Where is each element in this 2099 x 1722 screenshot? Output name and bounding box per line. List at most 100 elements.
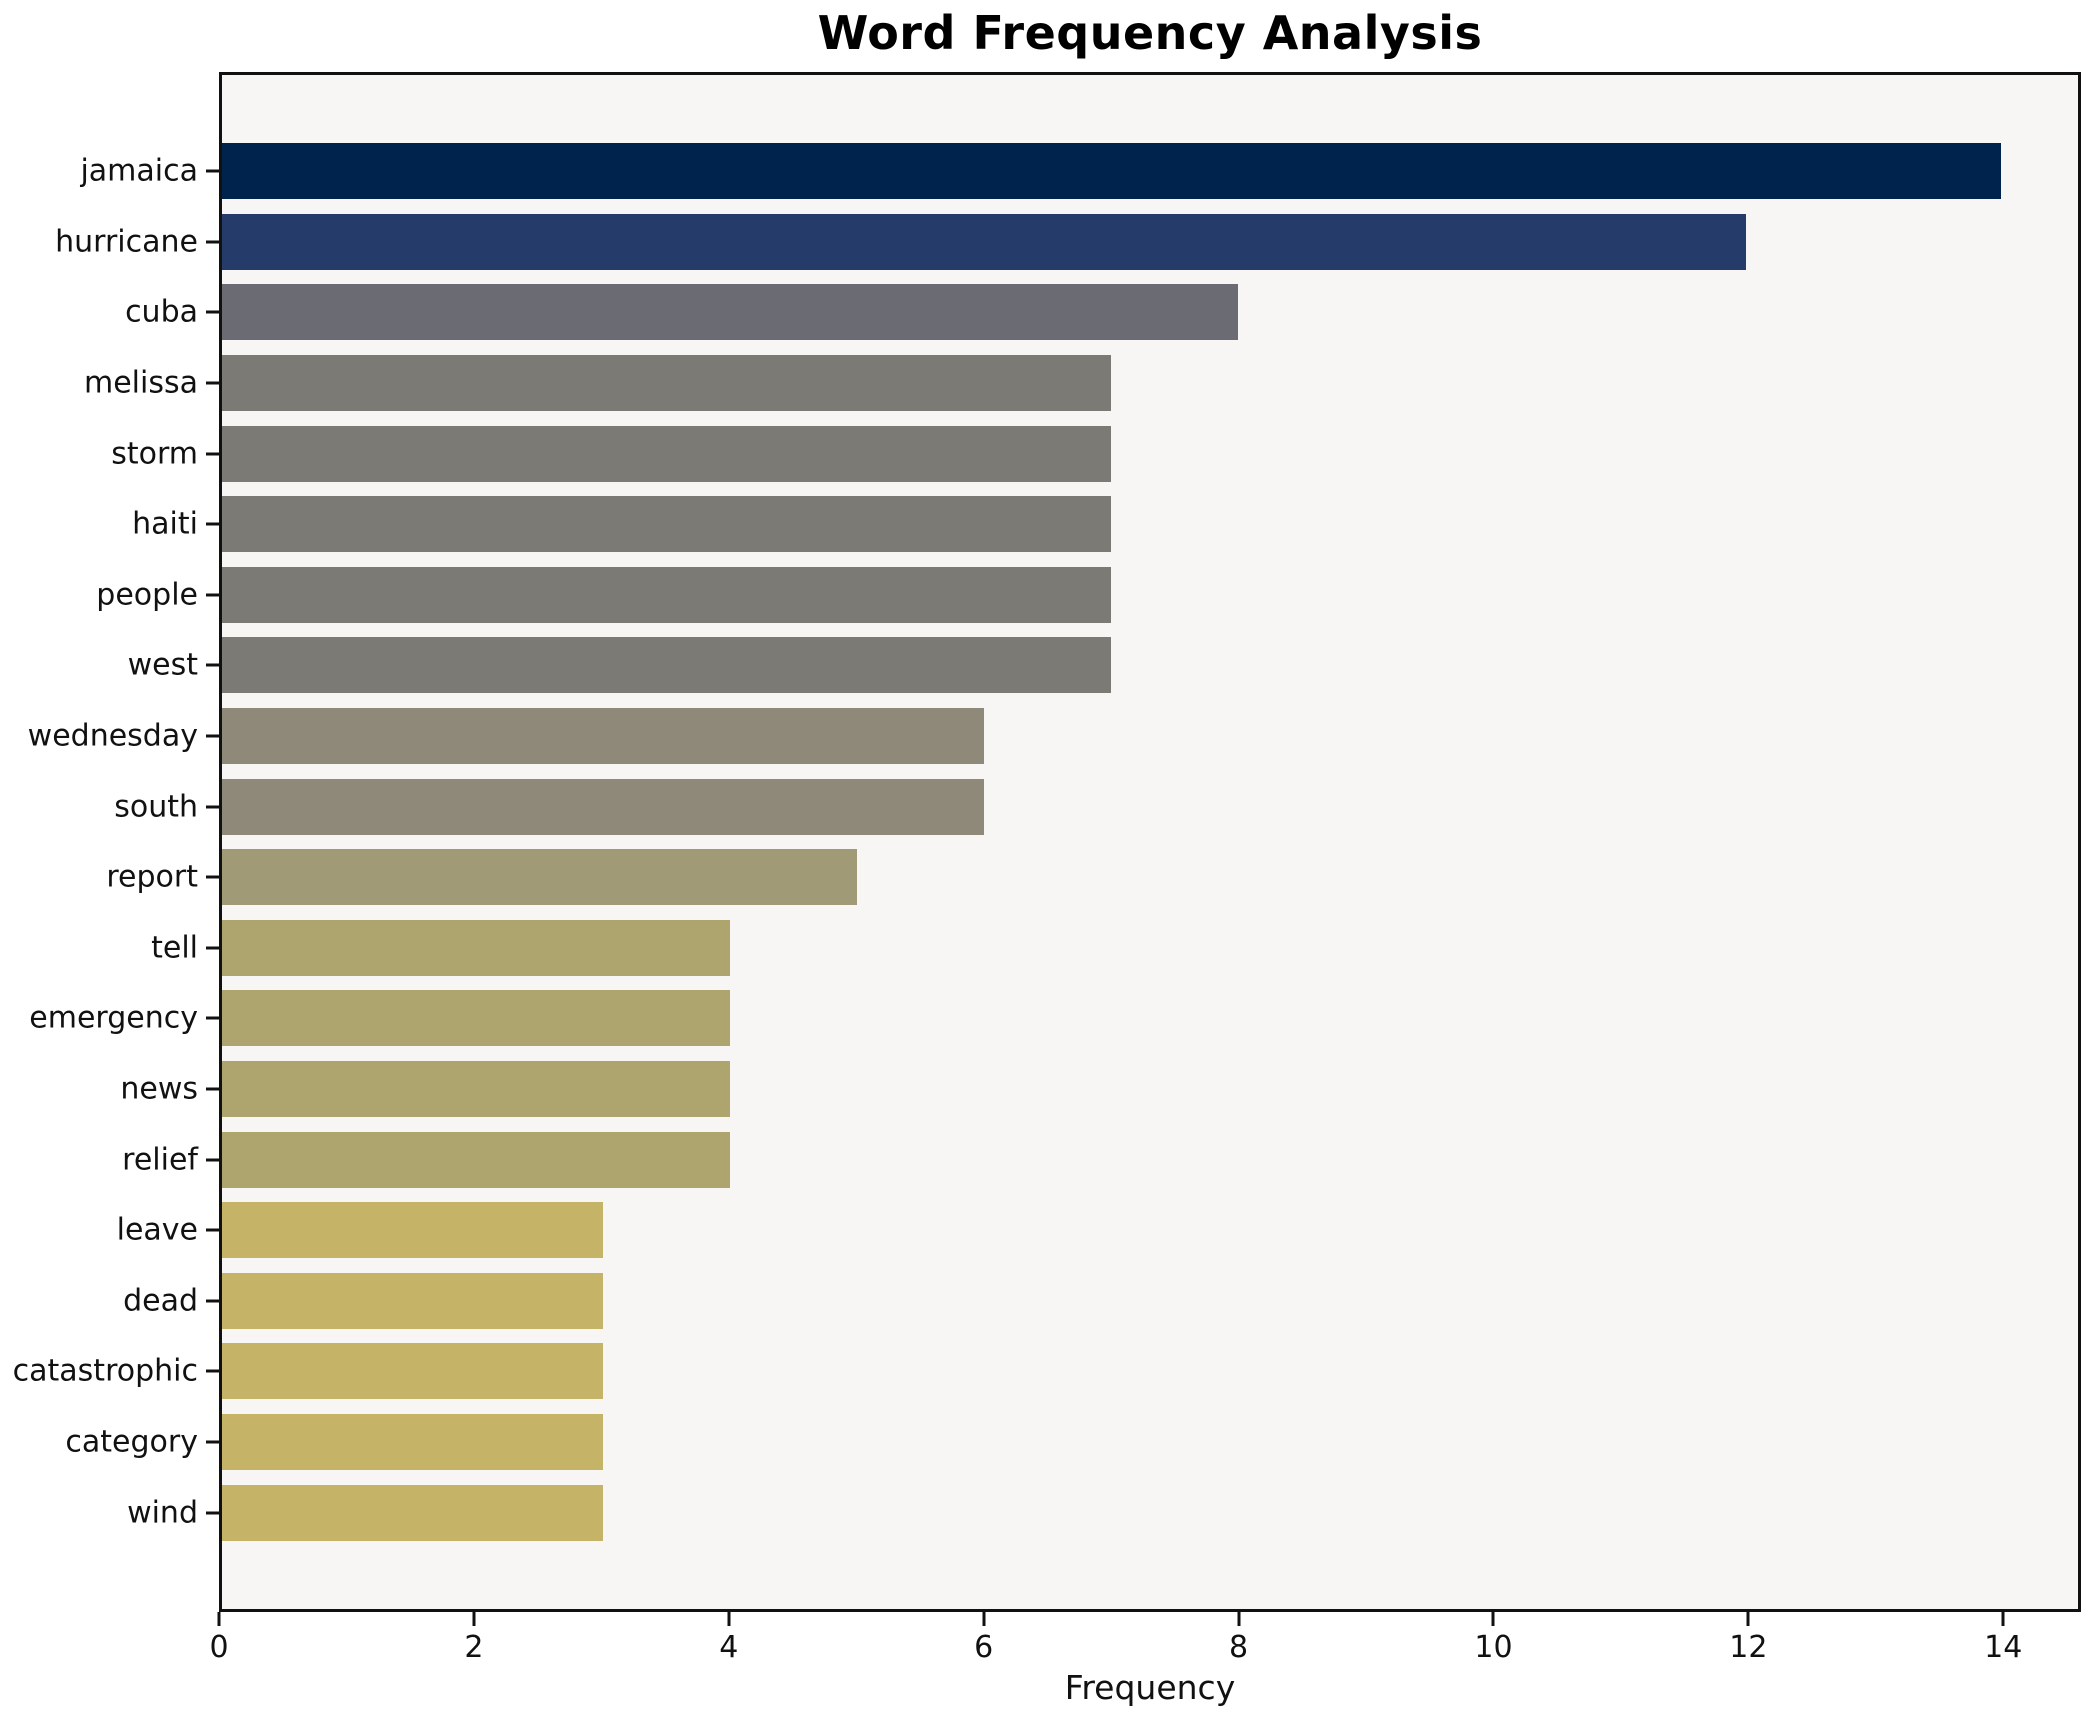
y-axis-label-west: west (127, 647, 198, 683)
x-tick-label-14: 14 (1984, 1630, 2023, 1665)
y-axis-label-wednesday: wednesday (27, 718, 198, 754)
x-tick-mark-8 (1237, 1612, 1241, 1626)
x-tick-mark-0 (217, 1612, 221, 1626)
bar-catastrophic (222, 1343, 604, 1400)
x-tick-label-4: 4 (719, 1630, 739, 1665)
bar-melissa (222, 355, 1112, 412)
bar-row-report: report (106, 842, 2078, 913)
bar-row-tell: tell (151, 913, 2078, 984)
bar-row-melissa: melissa (84, 348, 2078, 419)
y-axis-label-haiti: haiti (132, 506, 198, 542)
y-tick-news (206, 1087, 219, 1091)
x-tick-mark-2 (472, 1612, 476, 1626)
bar-row-south: south (114, 771, 2078, 842)
y-axis-label-wind: wind (127, 1495, 198, 1531)
bar-south (222, 778, 985, 835)
bar-category (222, 1413, 604, 1470)
y-tick-catastrophic (206, 1369, 219, 1373)
x-tick-mark-12 (1746, 1612, 1750, 1626)
bar-people (222, 566, 1112, 623)
bar-west (222, 637, 1112, 694)
y-axis-label-news: news (120, 1071, 198, 1107)
y-tick-west (206, 663, 219, 667)
bar-row-west: west (128, 630, 2078, 701)
y-axis-label-people: people (96, 577, 198, 613)
bar-emergency (222, 990, 731, 1047)
bar-row-storm: storm (111, 418, 2078, 489)
y-tick-people (206, 593, 219, 597)
bar-row-dead: dead (123, 1266, 2078, 1337)
y-tick-leave (206, 1228, 219, 1232)
bar-row-jamaica: jamaica (80, 136, 2078, 207)
x-tick-label-0: 0 (209, 1630, 229, 1665)
y-tick-storm (206, 452, 219, 456)
y-axis-label-leave: leave (116, 1212, 198, 1248)
bar-relief (222, 1131, 731, 1188)
y-axis-label-relief: relief (122, 1142, 198, 1178)
x-tick-mark-4 (727, 1612, 731, 1626)
bar-row-hurricane: hurricane (55, 207, 2078, 278)
y-axis-label-hurricane: hurricane (55, 224, 198, 260)
y-axis-label-cuba: cuba (125, 294, 198, 330)
x-tick-label-8: 8 (1229, 1630, 1249, 1665)
chart-title: Word Frequency Analysis (817, 6, 1483, 60)
x-tick-label-12: 12 (1729, 1630, 1768, 1665)
y-axis-label-dead: dead (123, 1283, 198, 1319)
x-axis-title: Frequency (1064, 1668, 1236, 1707)
y-axis-label-jamaica: jamaica (80, 153, 198, 189)
y-tick-haiti (206, 522, 219, 526)
y-tick-jamaica (206, 169, 219, 173)
y-axis-label-emergency: emergency (29, 1000, 198, 1036)
bar-row-wednesday: wednesday (28, 701, 2078, 772)
y-tick-dead (206, 1299, 219, 1303)
x-axis: 0 2 4 6 8 10 12 14 (209, 1612, 2081, 1672)
bar-row-category: category (65, 1407, 2078, 1478)
y-axis-label-report: report (106, 859, 198, 895)
bar-dead (222, 1272, 604, 1329)
x-tick-label-6: 6 (974, 1630, 994, 1665)
y-tick-cuba (206, 310, 219, 314)
y-axis-label-south: south (114, 789, 198, 825)
bar-row-news: news (120, 1054, 2078, 1125)
bar-tell (222, 919, 731, 976)
bar-report (222, 849, 858, 906)
bar-row-relief: relief (122, 1124, 2078, 1195)
y-tick-wind (206, 1511, 219, 1515)
bar-leave (222, 1202, 604, 1259)
bar-row-catastrophic: catastrophic (13, 1336, 2078, 1407)
y-tick-hurricane (206, 240, 219, 244)
bar-row-leave: leave (117, 1195, 2078, 1266)
y-axis-label-catastrophic: catastrophic (12, 1353, 198, 1389)
y-tick-wednesday (206, 734, 219, 738)
x-tick-mark-14 (2001, 1612, 2005, 1626)
bar-row-haiti: haiti (132, 489, 2078, 560)
x-tick-mark-10 (1491, 1612, 1495, 1626)
bar-row-emergency: emergency (29, 983, 2078, 1054)
bar-wednesday (222, 708, 985, 765)
y-tick-melissa (206, 381, 219, 385)
x-tick-mark-6 (982, 1612, 986, 1626)
plot-area: jamaica hurricane cuba melissa storm haiti peo… (13, 72, 2081, 1612)
y-tick-category (206, 1440, 219, 1444)
y-axis-label-category: category (65, 1424, 198, 1460)
bar-news (222, 1061, 731, 1118)
bar-cuba (222, 284, 1239, 341)
bar-wind (222, 1484, 604, 1541)
y-tick-emergency (206, 1016, 219, 1020)
y-axis-label-storm: storm (111, 436, 198, 472)
x-tick-label-2: 2 (464, 1630, 484, 1665)
y-axis-label-tell: tell (151, 930, 198, 966)
y-tick-relief (206, 1158, 219, 1162)
y-tick-tell (206, 946, 219, 950)
x-tick-label-10: 10 (1474, 1630, 1513, 1665)
y-axis-label-melissa: melissa (84, 365, 198, 401)
bar-jamaica (222, 143, 2001, 200)
y-tick-south (206, 805, 219, 809)
bar-hurricane (222, 213, 1747, 270)
bar-row-wind: wind (127, 1477, 2078, 1548)
bar-storm (222, 425, 1112, 482)
bar-row-people: people (96, 560, 2078, 631)
bar-haiti (222, 496, 1112, 553)
bar-row-cuba: cuba (125, 277, 2078, 348)
